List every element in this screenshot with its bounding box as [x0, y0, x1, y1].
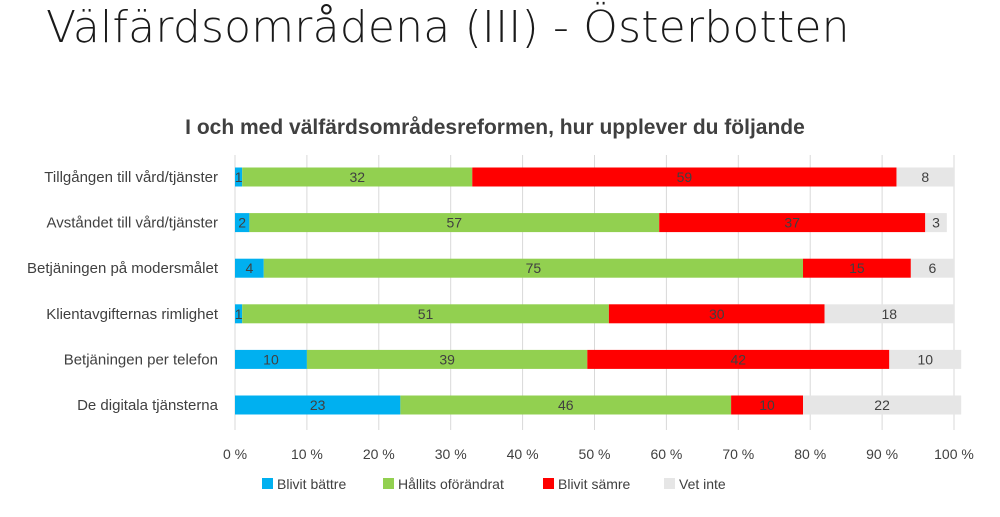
bar-segment: [306, 349, 588, 369]
category-label: Tillgången till vård/tjänster: [44, 169, 218, 186]
bars: 1 32 59 8 2 57 37 3 4 75 15 6 1 51 30 18 10 39 42 10 23 46 10 2…: [235, 167, 962, 415]
x-tick-label: 20 %: [363, 446, 395, 462]
data-label: 39: [439, 351, 455, 367]
x-tick-label: 90 %: [866, 446, 898, 462]
data-label: 1: [235, 306, 243, 322]
data-label: 57: [447, 215, 463, 231]
bar-segment: [803, 395, 962, 415]
data-label: 3: [932, 215, 940, 231]
data-label: 18: [882, 306, 898, 322]
bar-segment: [824, 304, 954, 324]
x-axis-ticks: 0 % 10 % 20 % 30 % 40 % 50 % 60 % 70 % 80 % 90 % 1…: [223, 446, 974, 462]
data-label: 42: [731, 351, 747, 367]
bar-segment: [235, 304, 243, 324]
bar-segment: [242, 167, 473, 187]
data-label: 23: [310, 397, 326, 413]
bar-segment: [587, 349, 890, 369]
bar-segment: [235, 349, 307, 369]
gridlines: [234, 155, 955, 430]
x-tick-label: 0 %: [223, 446, 247, 462]
legend-swatch: [262, 478, 273, 489]
bar-segment: [235, 395, 401, 415]
x-tick-label: 60 %: [650, 446, 682, 462]
data-label: 10: [263, 351, 279, 367]
bar-segment: [731, 395, 804, 415]
x-tick-label: 10 %: [291, 446, 323, 462]
data-label: 59: [677, 169, 693, 185]
data-label: 4: [245, 260, 253, 276]
chart-title: I och med välfärdsområdesreformen, hur u…: [185, 116, 805, 139]
data-label: 10: [917, 351, 933, 367]
bar-segment: [659, 213, 926, 233]
bar-segment: [896, 167, 954, 187]
slide-title: Välfärdsområdena (III) - Österbotten: [46, 2, 850, 53]
legend-label: Vet inte: [679, 476, 726, 492]
data-label: 30: [709, 306, 725, 322]
category-label: De digitala tjänsterna: [77, 397, 219, 414]
x-tick-label: 50 %: [579, 446, 611, 462]
bar-segment: [608, 304, 825, 324]
category-label: Klientavgifternas rimlighet: [46, 306, 219, 323]
legend-label: Blivit sämre: [558, 476, 631, 492]
bar-segment: [263, 258, 804, 278]
legend-swatch: [543, 478, 554, 489]
bar-segment: [235, 258, 264, 278]
bar-segment: [925, 213, 947, 233]
data-label: 46: [558, 397, 574, 413]
bar-segment: [803, 258, 911, 278]
category-label: Betjäningen per telefon: [64, 351, 218, 368]
x-tick-label: 40 %: [507, 446, 539, 462]
legend-swatch: [664, 478, 675, 489]
x-tick-label: 70 %: [722, 446, 754, 462]
data-label: 37: [784, 215, 800, 231]
data-label: 8: [921, 169, 929, 185]
data-label: 32: [349, 169, 365, 185]
data-label: 6: [929, 260, 937, 276]
data-label: 10: [759, 397, 775, 413]
x-tick-label: 80 %: [794, 446, 826, 462]
category-labels: Tillgången till vård/tjänster Avståndet t…: [27, 169, 219, 414]
legend-swatch: [383, 478, 394, 489]
bar-segment: [400, 395, 732, 415]
category-label: Betjäningen på modersmålet: [27, 260, 219, 277]
x-tick-label: 100 %: [934, 446, 974, 462]
bar-segment: [910, 258, 954, 278]
bar-segment: [235, 167, 243, 187]
bar-segment: [889, 349, 962, 369]
data-label: 75: [526, 260, 542, 276]
data-label: 51: [418, 306, 434, 322]
legend-label: Hållits oförändrat: [398, 476, 504, 492]
bar-segment: [472, 167, 897, 187]
category-label: Avståndet till vård/tjänster: [47, 215, 218, 232]
bar-segment: [242, 304, 609, 324]
bar-segment: [249, 213, 660, 233]
data-label: 15: [849, 260, 865, 276]
legend: Blivit bättre Hållits oförändrat Blivit sä…: [262, 476, 726, 492]
data-label: 22: [874, 397, 890, 413]
data-label: 1: [235, 169, 243, 185]
bar-segment: [235, 213, 250, 233]
legend-label: Blivit bättre: [277, 476, 346, 492]
data-label: 2: [238, 215, 246, 231]
x-tick-label: 30 %: [435, 446, 467, 462]
